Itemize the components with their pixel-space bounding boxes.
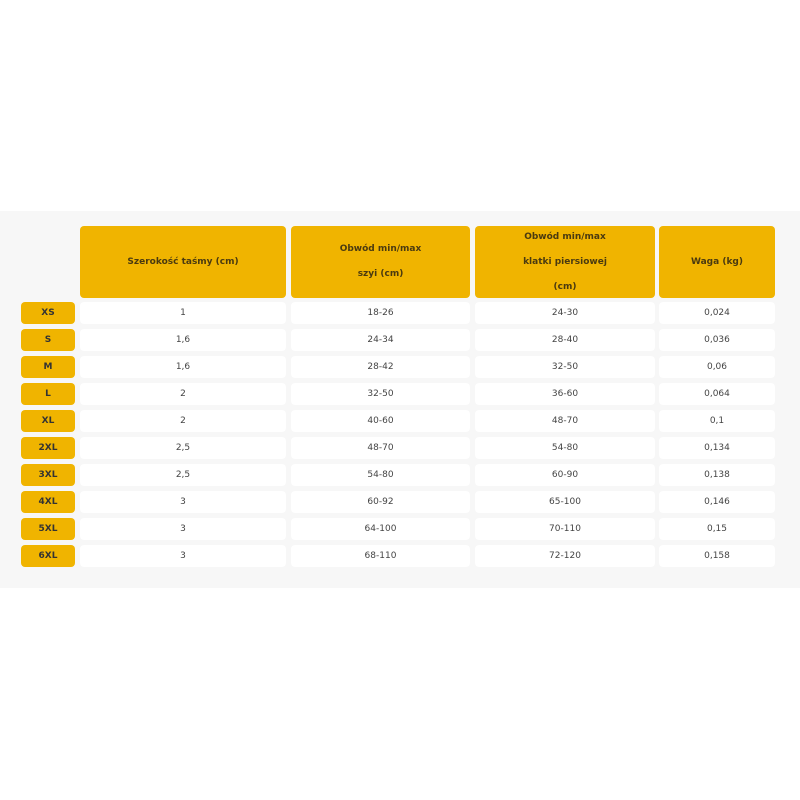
- table-cell: 28-40: [475, 329, 655, 351]
- size-label: M: [21, 356, 75, 378]
- table-cell: 32-50: [291, 383, 470, 405]
- table-cell: 54-80: [291, 464, 470, 486]
- table-cell: 0,036: [659, 329, 775, 351]
- table-cell: 1,6: [80, 329, 286, 351]
- table-cell: 0,064: [659, 383, 775, 405]
- table-cell: 60-92: [291, 491, 470, 513]
- table-cell: 3: [80, 518, 286, 540]
- table-cell: 28-42: [291, 356, 470, 378]
- table-cell: 3: [80, 491, 286, 513]
- column-header: Waga (kg): [659, 226, 775, 298]
- table-cell: 48-70: [291, 437, 470, 459]
- table-cell: 24-30: [475, 302, 655, 324]
- table-cell: 0,146: [659, 491, 775, 513]
- table-cell: 24-34: [291, 329, 470, 351]
- table-cell: 36-60: [475, 383, 655, 405]
- table-cell: 1,6: [80, 356, 286, 378]
- column-header: Szerokość taśmy (cm): [80, 226, 286, 298]
- table-cell: 54-80: [475, 437, 655, 459]
- column-header-text: (cm): [553, 281, 577, 292]
- table-cell: 70-110: [475, 518, 655, 540]
- table-cell: 48-70: [475, 410, 655, 432]
- table-cell: 60-90: [475, 464, 655, 486]
- size-label: 5XL: [21, 518, 75, 540]
- size-label: 3XL: [21, 464, 75, 486]
- size-label: 4XL: [21, 491, 75, 513]
- table-cell: 68-110: [291, 545, 470, 567]
- column-header-text: Szerokość taśmy (cm): [127, 256, 239, 267]
- size-label: S: [21, 329, 75, 351]
- size-label: 2XL: [21, 437, 75, 459]
- table-cell: 72-120: [475, 545, 655, 567]
- table-cell: 0,158: [659, 545, 775, 567]
- table-cell: 0,15: [659, 518, 775, 540]
- table-cell: 2: [80, 383, 286, 405]
- size-label: L: [21, 383, 75, 405]
- column-header-text: Obwód min/max: [524, 231, 606, 242]
- column-header-text: Waga (kg): [691, 256, 743, 267]
- table-cell: 0,1: [659, 410, 775, 432]
- column-header-text: klatki piersiowej: [523, 256, 607, 267]
- table-cell: 64-100: [291, 518, 470, 540]
- column-header: Obwód min/max szyi (cm): [291, 226, 470, 298]
- table-cell: 2,5: [80, 464, 286, 486]
- size-label: XL: [21, 410, 75, 432]
- column-header-text: Obwód min/max: [339, 244, 422, 254]
- table-cell: 3: [80, 545, 286, 567]
- table-cell: 0,134: [659, 437, 775, 459]
- size-label: 6XL: [21, 545, 75, 567]
- table-cell: 0,06: [659, 356, 775, 378]
- table-cell: 1: [80, 302, 286, 324]
- table-cell: 0,024: [659, 302, 775, 324]
- table-cell: 65-100: [475, 491, 655, 513]
- table-cell: 0,138: [659, 464, 775, 486]
- column-header: Obwód min/max klatki piersiowej (cm): [475, 226, 655, 298]
- size-label: XS: [21, 302, 75, 324]
- table-cell: 2: [80, 410, 286, 432]
- table-cell: 40-60: [291, 410, 470, 432]
- table-cell: 18-26: [291, 302, 470, 324]
- table-cell: 32-50: [475, 356, 655, 378]
- column-header-text: szyi (cm): [357, 269, 404, 279]
- table-cell: 2,5: [80, 437, 286, 459]
